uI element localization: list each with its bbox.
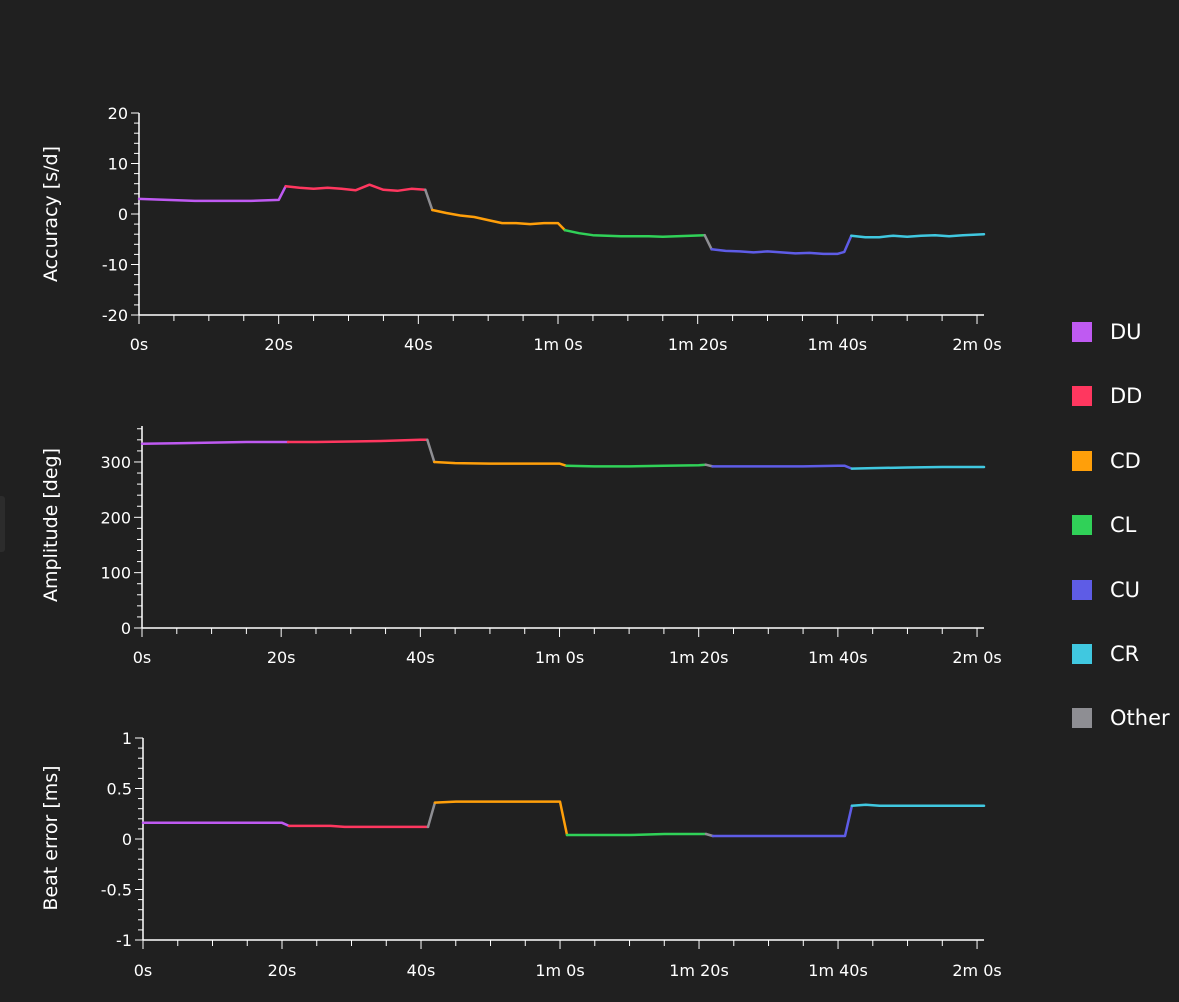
- legend-swatch-other: [1072, 708, 1092, 729]
- legend-swatch-dd: [1072, 386, 1092, 407]
- legend-label-other: Other: [1110, 706, 1170, 731]
- series-line-cr: [850, 803, 986, 807]
- y-axis-title: Amplitude [deg]: [40, 448, 62, 602]
- y-tick-label-10: 10: [108, 155, 128, 174]
- y-tick-label-10: -10: [102, 256, 128, 275]
- y-axis-title: Accuracy [s/d]: [40, 146, 62, 282]
- x-tick-label-1m-40s: 1m 40s: [808, 335, 868, 354]
- y-tick-label-1: -1: [116, 931, 132, 950]
- series-line-other: [426, 801, 437, 829]
- y-tick-label-0-5: -0.5: [101, 881, 132, 900]
- x-tick-label-2m-0s: 2m 0s: [952, 961, 1001, 980]
- legend-swatch-cd: [1072, 450, 1092, 471]
- x-tick-label-1m-40s: 1m 40s: [808, 648, 868, 667]
- series-line-du: [137, 184, 287, 203]
- series-line-dd: [286, 438, 429, 444]
- x-tick-label-1m-20s: 1m 20s: [669, 961, 729, 980]
- x-tick-label-1m-20s: 1m 20s: [669, 648, 729, 667]
- x-tick-label-0s: 0s: [133, 648, 152, 667]
- legend-swatch-cu: [1072, 579, 1092, 600]
- series-line-cl: [563, 228, 706, 238]
- legend-label-du: DU: [1110, 320, 1142, 344]
- series-line-cd: [433, 800, 569, 837]
- legend-label-cu: CU: [1110, 577, 1141, 602]
- x-tick-label-40s: 40s: [407, 961, 436, 980]
- series-line-cu: [710, 234, 853, 256]
- y-tick-label-300: 300: [100, 453, 131, 472]
- x-tick-label-20s: 20s: [268, 961, 297, 980]
- y-tick-label-1: 1: [122, 729, 132, 748]
- legend-label-cr: CR: [1110, 641, 1140, 666]
- y-tick-label-20: 20: [108, 104, 128, 123]
- x-tick-label-40s: 40s: [406, 648, 435, 667]
- x-tick-label-40s: 40s: [404, 335, 433, 354]
- legend-label-cd: CD: [1110, 448, 1141, 473]
- x-tick-label-2m-0s: 2m 0s: [952, 335, 1001, 354]
- legend-label-cl: CL: [1110, 513, 1137, 538]
- legend-swatch-cl: [1072, 515, 1092, 536]
- series-line-du: [141, 821, 291, 828]
- legend-swatch-cr: [1072, 643, 1092, 664]
- series-line-cr: [850, 465, 986, 470]
- x-tick-label-20s: 20s: [264, 335, 293, 354]
- series-line-cr: [850, 232, 986, 239]
- y-axis-title: Beat error [ms]: [40, 765, 62, 910]
- y-tick-label-0: 0: [118, 205, 128, 224]
- legend-swatch-du: [1072, 322, 1092, 342]
- series-line-cd: [431, 208, 567, 232]
- y-tick-label-0: 0: [122, 830, 132, 849]
- x-tick-label-2m-0s: 2m 0s: [952, 648, 1001, 667]
- y-tick-label-20: -20: [102, 306, 128, 325]
- x-tick-label-0s: 0s: [134, 961, 153, 980]
- x-tick-label-1m-20s: 1m 20s: [668, 335, 728, 354]
- y-tick-label-0: 0: [121, 619, 131, 638]
- x-tick-label-1m-0s: 1m 0s: [535, 961, 584, 980]
- y-tick-label-0-5: 0.5: [107, 780, 132, 799]
- series-line-dd: [284, 183, 427, 193]
- x-tick-label-1m-0s: 1m 0s: [535, 648, 584, 667]
- series-line-cl: [565, 832, 708, 837]
- x-tick-label-0s: 0s: [130, 335, 149, 354]
- series-line-cl: [565, 463, 707, 468]
- x-tick-label-1m-0s: 1m 0s: [533, 335, 582, 354]
- y-tick-label-100: 100: [100, 564, 131, 583]
- series-line-cu: [711, 464, 854, 470]
- series-line-other: [426, 438, 436, 464]
- legend-label-dd: DD: [1110, 384, 1143, 409]
- side-panel-tab[interactable]: [0, 496, 5, 552]
- series-line-cu: [711, 804, 854, 838]
- series-line-other: [424, 188, 434, 212]
- chart-panel-3: 1 0.5 0 -0.5 -10s 20s 40s 1m 0s 1m 20s 1m 40s 2m 0…: [40, 729, 1002, 980]
- y-tick-label-200: 200: [100, 508, 131, 527]
- series-line-du: [140, 440, 290, 445]
- series-line-cd: [433, 460, 568, 468]
- x-tick-label-20s: 20s: [267, 648, 296, 667]
- series-line-other: [703, 233, 713, 251]
- series-line-dd: [287, 824, 430, 829]
- chart-panel-2: 300 200 100 00s 20s 40s 1m 0s 1m 20s 1m 40s 2m 0s…: [40, 426, 1002, 667]
- x-tick-label-1m-40s: 1m 40s: [808, 961, 868, 980]
